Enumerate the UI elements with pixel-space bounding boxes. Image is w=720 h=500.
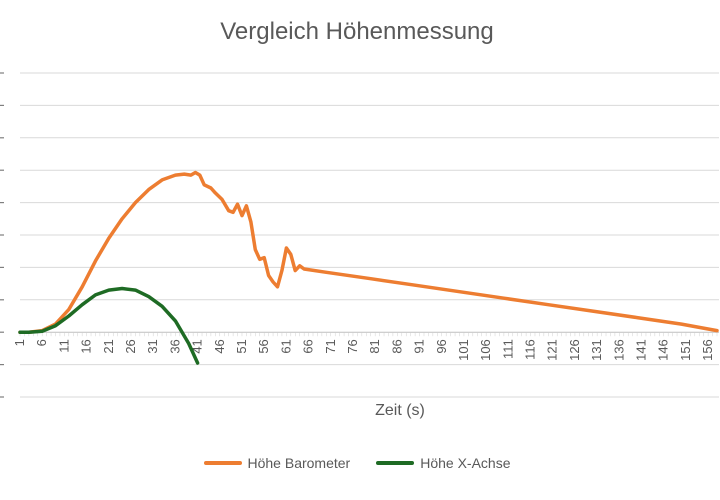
x-tick-label: 36 xyxy=(167,339,182,353)
x-tick-label: 126 xyxy=(567,339,582,361)
x-tick-label: 1 xyxy=(12,339,27,346)
legend-label-barometer: Höhe Barometer xyxy=(247,455,351,471)
x-tick-label: 81 xyxy=(367,339,382,353)
x-tick-label: 11 xyxy=(56,339,71,353)
x-tick-label: 146 xyxy=(656,339,671,361)
legend: Höhe Barometer Höhe X-Achse xyxy=(0,455,714,471)
x-tick-label: 106 xyxy=(478,339,493,361)
x-tick-label: 111 xyxy=(500,339,515,359)
x-tick-label: 91 xyxy=(412,339,427,353)
x-tick-label: 16 xyxy=(79,339,94,353)
x-tick-label: 116 xyxy=(523,339,538,360)
x-tick-label: 136 xyxy=(611,339,626,361)
series-line-0 xyxy=(18,170,719,334)
x-tick-label: 46 xyxy=(212,339,227,353)
x-tick-label: 101 xyxy=(456,339,471,361)
legend-item-barometer[interactable]: Höhe Barometer xyxy=(203,455,351,471)
series-line-1 xyxy=(18,286,200,365)
x-axis-label: Zeit (s) xyxy=(375,402,425,419)
x-tick-label: 151 xyxy=(678,339,693,361)
x-tick-label: 76 xyxy=(345,339,360,353)
x-tick-label: 131 xyxy=(589,339,604,361)
x-tick-label: 21 xyxy=(101,339,116,353)
x-tick-label: 86 xyxy=(389,339,404,353)
x-tick-label: 156 xyxy=(700,339,715,361)
x-tick-label: 51 xyxy=(234,339,249,353)
x-tick-label: 6 xyxy=(34,339,49,346)
x-tick-label: 56 xyxy=(256,339,271,353)
legend-label-x-achse: Höhe X-Achse xyxy=(420,455,511,471)
x-tick-label: 121 xyxy=(545,339,560,361)
legend-swatch-x-achse xyxy=(376,461,415,465)
chart-title: Vergleich Höhenmessung xyxy=(220,18,494,45)
x-tick-label: 71 xyxy=(323,339,338,353)
x-tick-label: 141 xyxy=(634,339,649,361)
x-tick-label: 66 xyxy=(301,339,316,353)
x-tick-label: 61 xyxy=(278,339,293,353)
legend-item-x-achse[interactable]: Höhe X-Achse xyxy=(376,455,511,471)
x-tick-label: 31 xyxy=(145,339,160,353)
legend-swatch-barometer xyxy=(203,461,242,465)
x-tick-label: 26 xyxy=(123,339,138,353)
x-tick-label: 96 xyxy=(434,339,449,353)
